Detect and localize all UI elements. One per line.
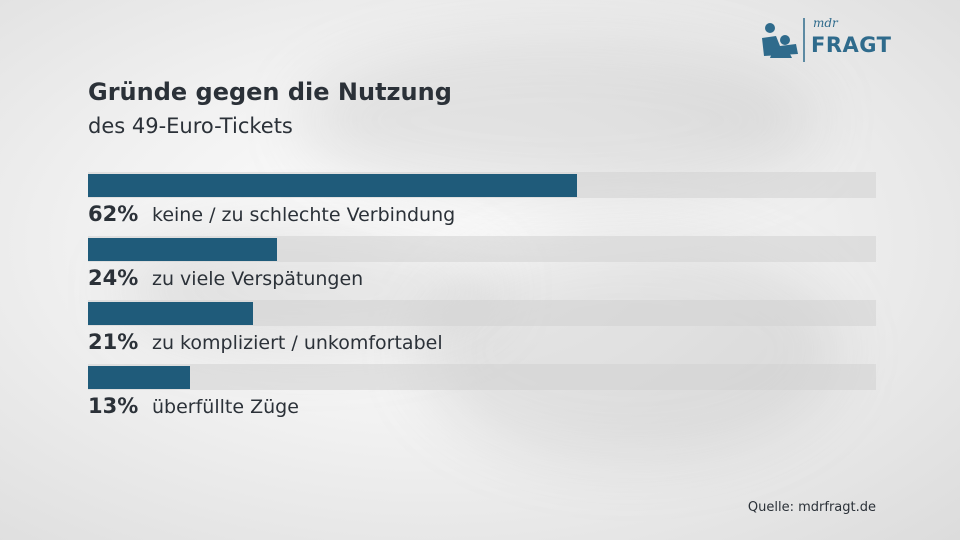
bar — [88, 302, 254, 325]
bar-row: 24% zu viele Verspätungen — [88, 236, 878, 296]
bar-value-label: 21% — [88, 330, 139, 354]
bar-value-label: 62% — [88, 202, 139, 226]
bar — [88, 366, 191, 389]
source-note: Quelle: mdrfragt.de — [747, 500, 876, 515]
bar-category-label: keine / zu schlechte Verbindung — [152, 204, 456, 226]
bar-row: 21% zu kompliziert / unkomfortabel — [88, 300, 878, 360]
bar-value-label: 24% — [88, 266, 139, 290]
chart-subtitle: des 49-Euro-Tickets — [88, 114, 293, 138]
bar — [88, 174, 577, 197]
mdr-fragt-logo: mdr FRAGT — [758, 16, 891, 66]
bar-category-label: zu viele Verspätungen — [152, 268, 364, 290]
bar-track — [88, 172, 876, 198]
bar-category-label: überfüllte Züge — [152, 396, 299, 418]
logo-fragt-text: FRAGT — [811, 33, 892, 57]
bar-chart: 62% keine / zu schlechte Verbindung 24% zu … — [88, 172, 878, 432]
bar-category-label: zu kompliziert / unkomfortabel — [152, 332, 443, 354]
background-blur-2 — [420, 240, 840, 460]
chart-title: Gründe gegen die Nutzung — [88, 78, 452, 106]
logo-mdr-text: mdr — [813, 16, 838, 30]
bar — [88, 238, 278, 261]
bar-row: 62% keine / zu schlechte Verbindung — [88, 172, 878, 232]
bar-track — [88, 364, 876, 390]
bar-value-label: 13% — [88, 394, 139, 418]
bar-track — [88, 236, 876, 262]
people-icon — [762, 18, 805, 62]
bar-row: 13% überfüllte Züge — [88, 364, 878, 424]
bar-track — [88, 300, 876, 326]
